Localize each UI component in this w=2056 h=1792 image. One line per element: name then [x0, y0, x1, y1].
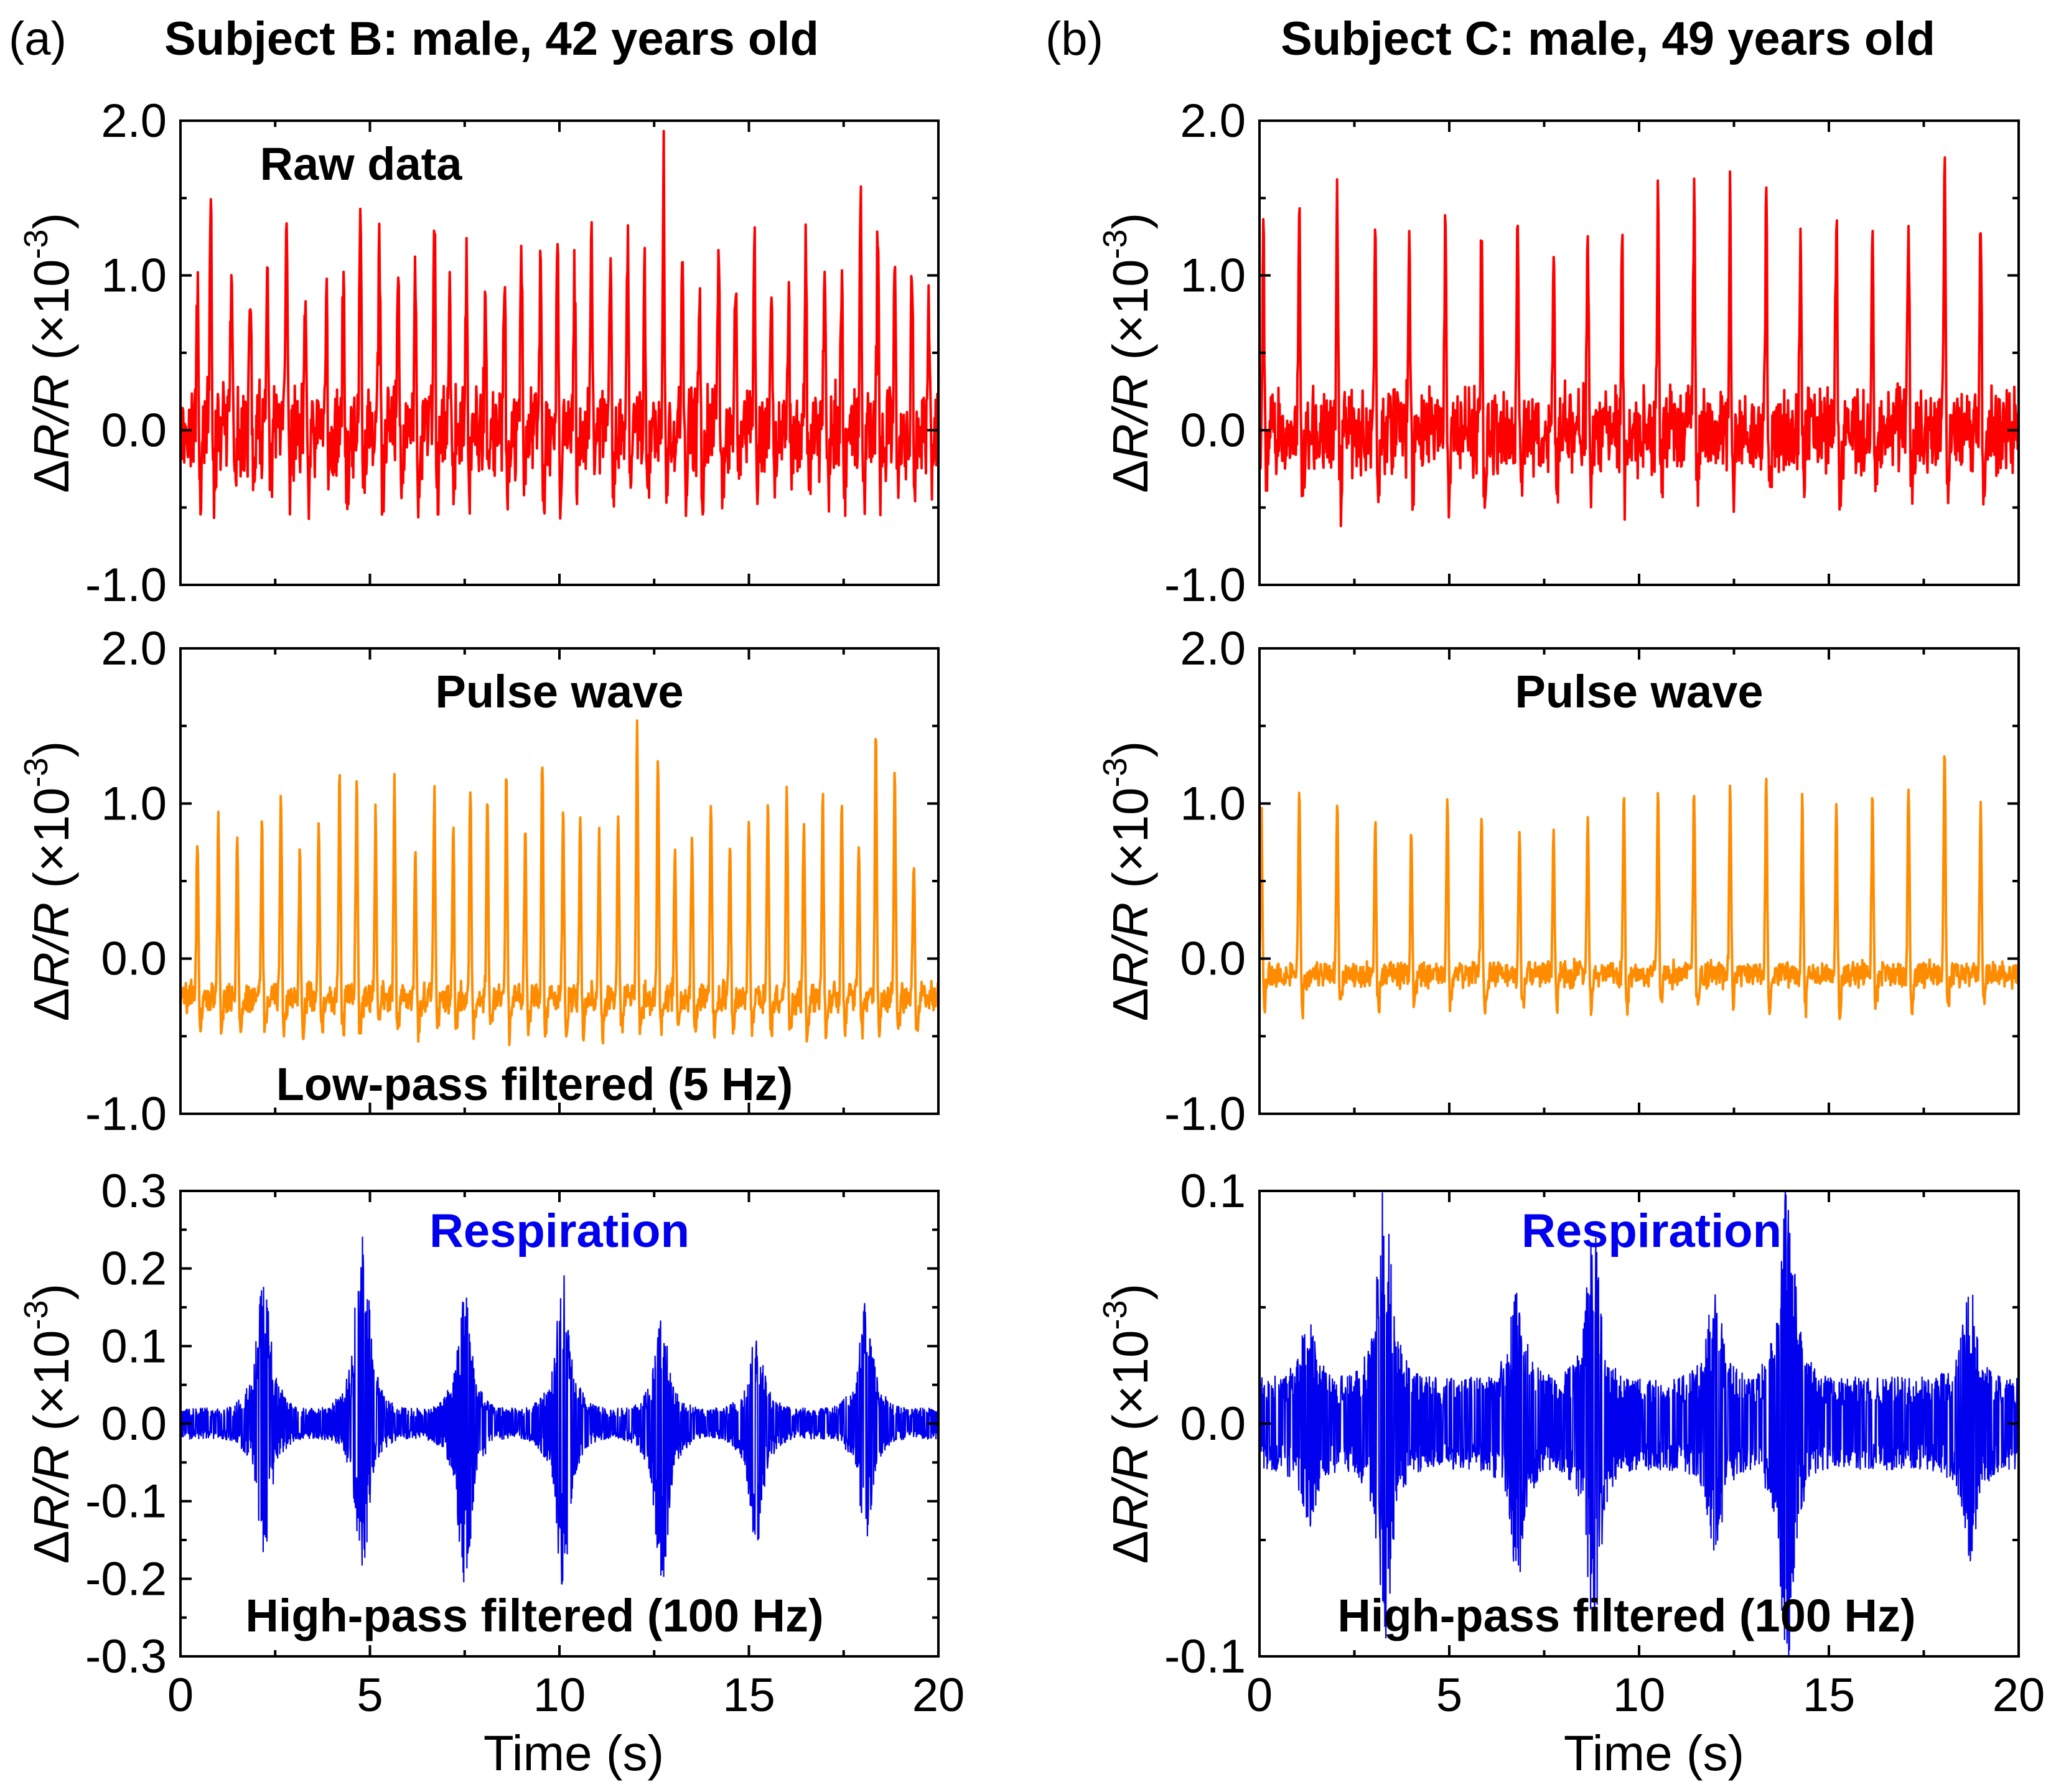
y-tick-label: 2.0: [1180, 95, 1246, 147]
annotation-top: Respiration: [1521, 1205, 1782, 1258]
plot-a-pulse: -1.0 0.0 1.0 2.0 ΔR/R (×10-3) Pulse wave Low-p…: [17, 622, 940, 1141]
x-tick-label: 5: [357, 1669, 383, 1722]
y-tick-label: -0.2: [85, 1552, 167, 1605]
y-tick-label: 0.0: [1180, 933, 1246, 986]
x-tick-label: 20: [1993, 1669, 2045, 1722]
plot-b-pulse: -1.0 0.0 1.0 2.0 ΔR/R (×10-3) Pulse wave: [1096, 622, 2020, 1141]
y-axis-label: ΔR/R (×10-3): [17, 741, 79, 1021]
y-tick-label: 2.0: [101, 622, 167, 675]
annotation-bottom: Low-pass filtered (5 Hz): [276, 1058, 793, 1110]
annotation-top: Pulse wave: [1515, 666, 1763, 717]
y-tick-label: 0.0: [1180, 1398, 1246, 1450]
plot-a-raw: -1.0 0.0 1.0 2.0 ΔR/R (×10-3) Raw data: [17, 95, 940, 612]
y-tick-label: 2.0: [1180, 622, 1246, 675]
panel-a-tag: (a): [9, 12, 67, 65]
y-tick-label: 0.0: [101, 933, 167, 986]
y-tick-label: 0.2: [101, 1243, 167, 1295]
x-tick-label: 15: [722, 1669, 775, 1722]
series-line-respiration: [1259, 1191, 2019, 1656]
y-tick-label: 0.1: [101, 1320, 167, 1373]
y-tick-label: 1.0: [101, 250, 167, 302]
series-line-raw-data: [180, 129, 938, 520]
y-axis-label: ΔR/R (×10-3): [1096, 1284, 1158, 1564]
plot-b-raw: -1.0 0.0 1.0 2.0 ΔR/R (×10-3): [1096, 95, 2020, 612]
annotation-top: Raw data: [260, 138, 463, 190]
plot-a-resp: -0.3 -0.2 -0.1 0.0 0.1 0.2 0.3 0 5 10 15 20 ΔR/R (×1…: [17, 1165, 965, 1722]
plots-layer: -1.0 0.0 1.0 2.0 ΔR/R (×10-3) Raw data -1.0 0.0…: [17, 95, 2045, 1722]
x-tick-label: 10: [1613, 1669, 1666, 1722]
y-tick-label: 0.1: [1180, 1165, 1246, 1218]
x-tick-label: 20: [912, 1669, 965, 1722]
x-axis-label-a: Time (s): [484, 1725, 664, 1781]
x-axis-label-b: Time (s): [1564, 1725, 1744, 1781]
y-tick-label: 1.0: [1180, 777, 1246, 830]
x-tick-label: 5: [1436, 1669, 1462, 1722]
y-axis-label: ΔR/R (×10-3): [1096, 741, 1158, 1021]
y-axis-label: ΔR/R (×10-3): [17, 1284, 79, 1564]
y-tick-label: -0.1: [85, 1475, 167, 1528]
y-tick-label: 2.0: [101, 95, 167, 147]
annotation-top: Pulse wave: [435, 666, 683, 717]
y-tick-label: -1.0: [85, 559, 167, 612]
panel-b-tag: (b): [1045, 12, 1103, 65]
y-axis-label: ΔR/R (×10-3): [1096, 213, 1158, 493]
annotation-bottom: High-pass filtered (100 Hz): [1337, 1590, 1915, 1641]
series-line-respiration: [180, 1236, 938, 1585]
series-line-raw-data: [1259, 156, 2019, 528]
y-axis-label: ΔR/R (×10-3): [17, 213, 79, 493]
x-tick-label: 0: [167, 1669, 194, 1722]
y-tick-label: 0.0: [101, 404, 167, 457]
annotation-bottom: High-pass filtered (100 Hz): [245, 1590, 823, 1641]
y-tick-label: -1.0: [1164, 559, 1246, 612]
y-tick-label: -1.0: [85, 1088, 167, 1141]
y-tick-label: 0.0: [1180, 404, 1246, 457]
x-tick-label: 10: [533, 1669, 586, 1722]
y-tick-label: -0.1: [1164, 1630, 1246, 1683]
plot-b-resp: -0.1 0.0 0.1 0 5 10 15 20 ΔR/R (×10-3) Respiratio…: [1096, 1165, 2045, 1722]
y-tick-label: 1.0: [1180, 250, 1246, 302]
y-tick-label: 0.0: [101, 1398, 167, 1450]
series-line-pulse-wave: [1259, 755, 2019, 1020]
panel-a-title: Subject B: male, 42 years old: [164, 12, 819, 65]
panel-b-title: Subject C: male, 49 years old: [1281, 12, 1935, 65]
y-tick-label: -1.0: [1164, 1088, 1246, 1141]
annotation-top: Respiration: [429, 1205, 689, 1258]
y-tick-label: -0.3: [85, 1630, 167, 1683]
series-line-pulse-wave: [180, 719, 938, 1047]
y-tick-label: 1.0: [101, 777, 167, 830]
y-tick-label: 0.3: [101, 1165, 167, 1218]
x-tick-label: 0: [1246, 1669, 1273, 1722]
x-tick-label: 15: [1803, 1669, 1856, 1722]
